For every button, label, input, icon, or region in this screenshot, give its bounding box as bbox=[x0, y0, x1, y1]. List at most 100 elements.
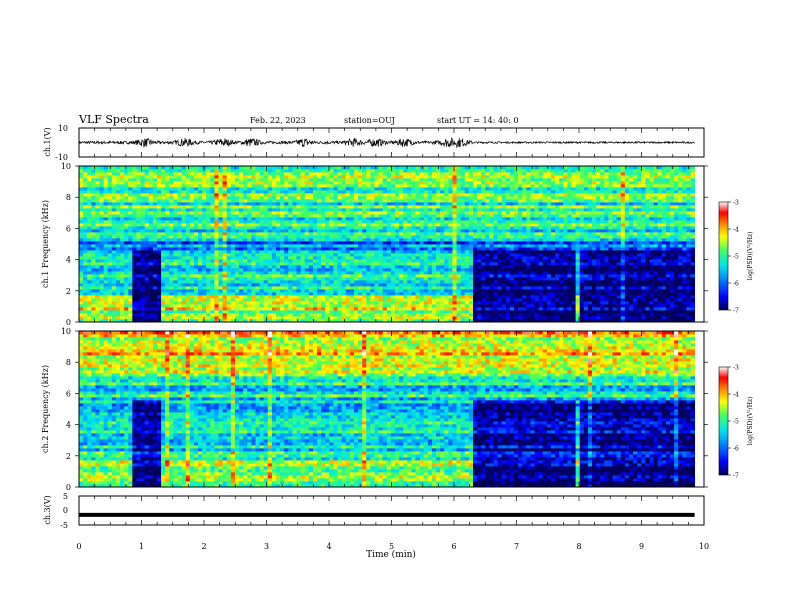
spectrogram-cell bbox=[399, 304, 404, 307]
spectrogram-cell bbox=[444, 307, 449, 310]
spectrogram-cell bbox=[202, 271, 207, 274]
spectrogram-cell bbox=[219, 241, 224, 244]
spectrogram-cell bbox=[416, 235, 421, 238]
spectrogram-cell bbox=[321, 214, 326, 217]
spectrogram-cell bbox=[87, 229, 92, 232]
spectrogram-cell bbox=[108, 316, 113, 319]
spectrogram-cell bbox=[297, 310, 302, 313]
spectrogram-cell bbox=[124, 307, 128, 310]
spectrogram-cell bbox=[407, 277, 412, 280]
spectrogram-cell bbox=[420, 283, 425, 286]
spectrogram-cell bbox=[247, 190, 252, 193]
spectrogram-cell bbox=[346, 271, 351, 274]
spectrogram-cell bbox=[272, 172, 277, 175]
spectrogram-cell bbox=[411, 166, 416, 169]
spectrogram-cell bbox=[145, 277, 150, 280]
spectrogram-cell bbox=[198, 250, 203, 253]
spectrogram-cell bbox=[317, 244, 322, 247]
spectrogram-cell bbox=[387, 211, 392, 214]
spectrogram-cell bbox=[424, 274, 429, 277]
spectrogram-cell bbox=[317, 175, 322, 178]
spectrogram-cell bbox=[132, 304, 137, 307]
spectrogram-cell bbox=[227, 196, 232, 199]
spectrogram-cell bbox=[280, 175, 285, 178]
spectrogram-cell bbox=[235, 184, 240, 187]
spectrogram-cell bbox=[272, 169, 277, 172]
spectrogram-cell bbox=[128, 172, 133, 175]
spectrogram-cell bbox=[395, 241, 400, 244]
spectrogram-cell bbox=[399, 262, 404, 265]
spectrogram-cell bbox=[91, 190, 96, 193]
spectrogram-cell bbox=[190, 292, 195, 295]
spectrogram-cell bbox=[280, 304, 285, 307]
spectrogram-cell bbox=[239, 211, 244, 214]
spectrogram-cell bbox=[366, 298, 371, 301]
spectrogram-cell bbox=[416, 184, 421, 187]
spectrogram-cell bbox=[165, 220, 170, 223]
spectrogram-cell bbox=[79, 181, 84, 184]
spectrogram-cell bbox=[112, 199, 117, 202]
spectrogram-cell bbox=[321, 256, 326, 259]
spectrogram-cell bbox=[145, 202, 150, 205]
spectrogram-cell bbox=[461, 205, 466, 208]
spectrogram-cell bbox=[317, 199, 322, 202]
spectrogram-cell bbox=[383, 166, 388, 169]
spectrogram-cell bbox=[309, 226, 314, 229]
spectrogram-cell bbox=[227, 190, 232, 193]
spectrogram-cell bbox=[132, 223, 137, 226]
spectrogram-cell bbox=[452, 214, 457, 217]
spectrogram-cell bbox=[342, 250, 347, 253]
spectrogram-cell bbox=[264, 298, 269, 301]
spectrogram-cell bbox=[219, 274, 224, 277]
spectrogram-cell bbox=[132, 313, 137, 316]
spectrogram-cell bbox=[338, 292, 343, 295]
spectrogram-cell bbox=[321, 235, 326, 238]
spectrogram-cell bbox=[91, 292, 96, 295]
spectrogram-cell bbox=[370, 262, 375, 265]
spectrogram-cell bbox=[391, 262, 396, 265]
spectrogram-cell bbox=[465, 301, 470, 304]
spectrogram-cell bbox=[420, 271, 425, 274]
spectrogram-cell bbox=[231, 274, 236, 277]
spectrogram-cell bbox=[268, 175, 273, 178]
spectrogram-cell bbox=[436, 220, 441, 223]
spectrogram-cell bbox=[403, 193, 408, 196]
spectrogram-cell bbox=[342, 241, 347, 244]
spectrogram-cell bbox=[95, 205, 100, 208]
spectrogram-cell bbox=[231, 187, 236, 190]
spectrogram-cell bbox=[206, 301, 211, 304]
spectrogram-cell bbox=[239, 187, 244, 190]
spectrogram-cell bbox=[173, 208, 178, 211]
spectrogram-cell bbox=[87, 280, 92, 283]
spectrogram-cell bbox=[112, 166, 117, 169]
spectrogram-cell bbox=[395, 307, 400, 310]
spectrogram-cell bbox=[124, 172, 128, 175]
spectrogram-cell bbox=[366, 199, 371, 202]
spectrogram-cell bbox=[136, 259, 141, 262]
spectrogram-cell bbox=[395, 250, 400, 253]
spectrogram-cell bbox=[157, 259, 162, 262]
spectrogram-cell bbox=[276, 313, 281, 316]
spectrogram-cell bbox=[169, 268, 174, 271]
spectrogram-cell bbox=[350, 175, 355, 178]
spectrogram-cell bbox=[325, 271, 330, 274]
spectrogram-cell bbox=[342, 295, 347, 298]
spectrogram-cell bbox=[227, 211, 232, 214]
spectrogram-cell bbox=[358, 283, 363, 286]
spectrogram-cell bbox=[391, 211, 396, 214]
spectrogram-cell bbox=[407, 313, 412, 316]
spectrogram-cell bbox=[178, 262, 183, 265]
spectrogram-cell bbox=[235, 235, 240, 238]
spectrogram-cell bbox=[288, 238, 293, 241]
spectrogram-cell bbox=[346, 274, 351, 277]
spectrogram-cell bbox=[342, 202, 347, 205]
spectrogram-cell bbox=[186, 193, 191, 196]
spectrogram-cell bbox=[309, 268, 314, 271]
spectrogram-cell bbox=[411, 316, 416, 319]
spectrogram-cell bbox=[104, 310, 109, 313]
spectrogram-cell bbox=[149, 253, 154, 256]
spectrogram-cell bbox=[391, 292, 396, 295]
spectrogram-cell bbox=[292, 211, 297, 214]
spectrogram-cell bbox=[153, 172, 158, 175]
spectrogram-cell bbox=[214, 280, 219, 283]
